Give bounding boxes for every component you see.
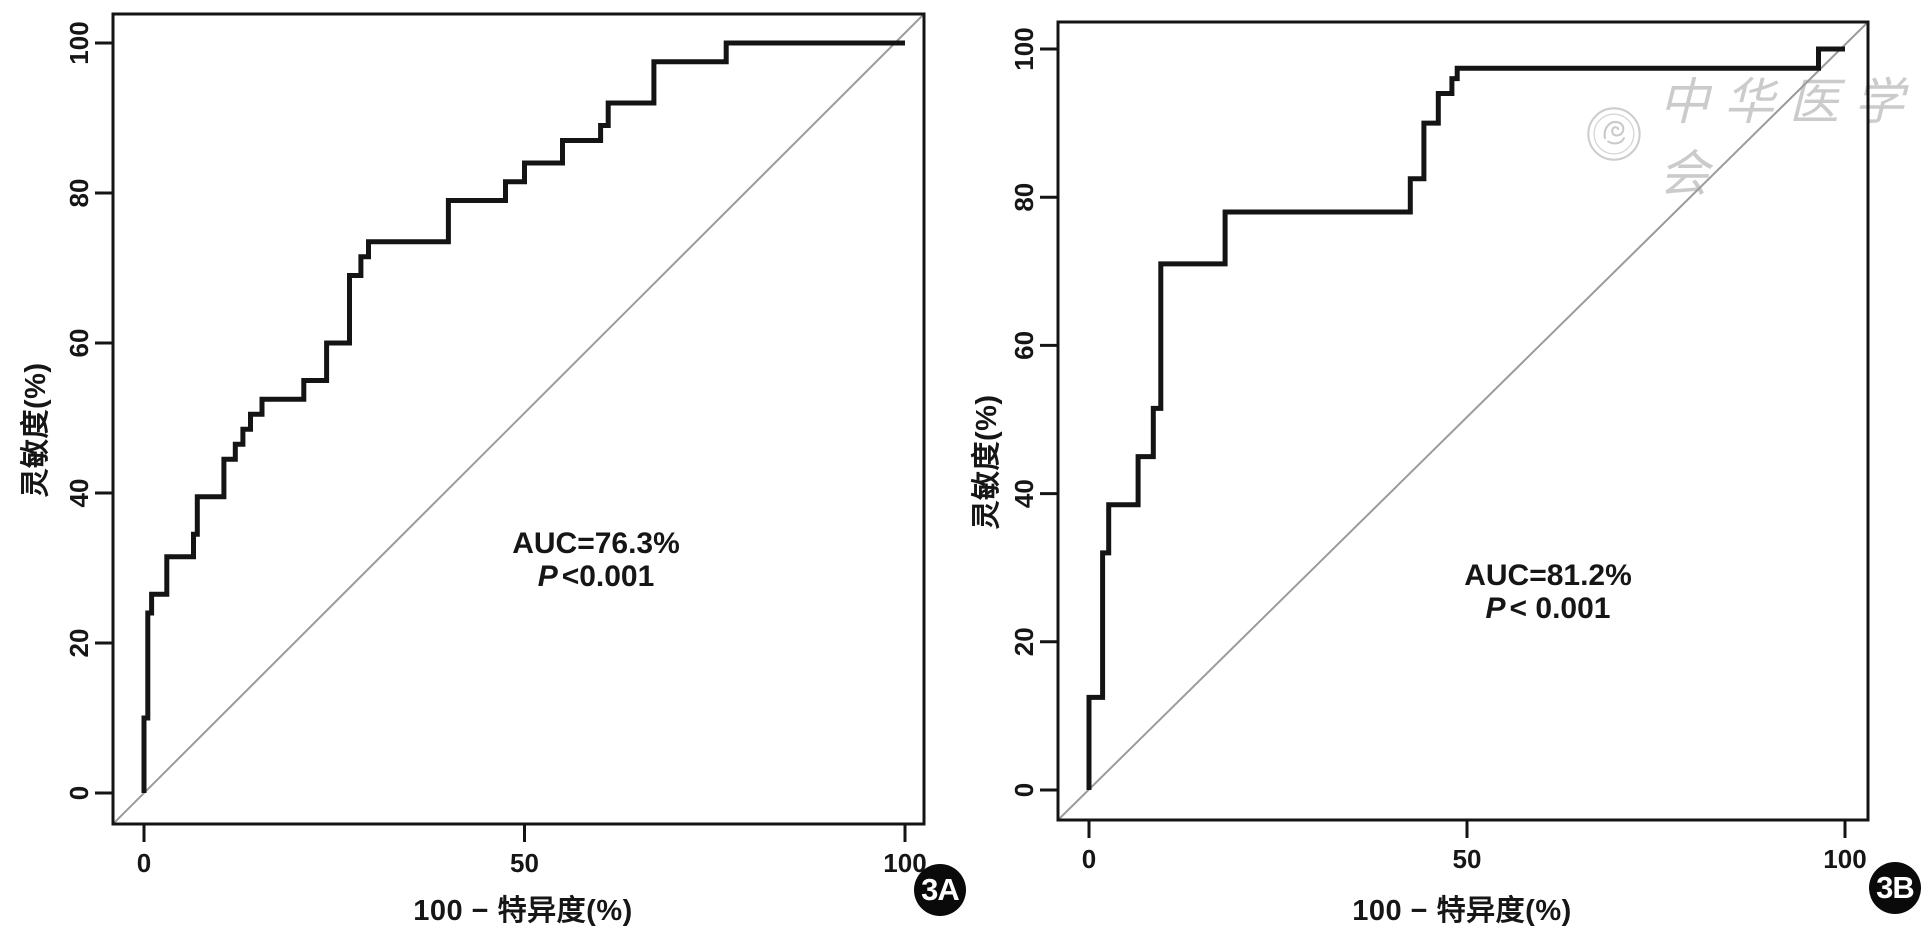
y-tick-label: 20 [64,629,94,658]
x-tick-label: 50 [510,848,539,878]
x-tick-label: 50 [1453,844,1482,874]
panel-a-ylabel: 灵敏度(%) [20,362,52,498]
panel-b-auc-annotation: AUC=81.2% P < 0.001 [1464,559,1632,625]
panel-b-tag-badge: 3B [1869,862,1921,914]
x-tick-label: 100 [1823,844,1866,874]
panel-3B-chance-line [1057,21,1869,821]
y-tick-label: 20 [1009,627,1039,656]
y-tick-label: 40 [64,479,94,508]
panel-a-auc-value: AUC=76.3% [512,527,680,560]
y-tick-label: 100 [1009,27,1039,70]
panel-a-tag-badge: 3A [914,864,966,916]
panel-a-auc-annotation: AUC=76.3% P <0.001 [512,527,680,593]
panel-b-xlabel: 100 − 特异度(%) [1352,895,1572,927]
cma-emblem-icon [1587,107,1641,161]
y-tick-label: 80 [1009,183,1039,212]
panel-b-p-value: P < 0.001 [1485,592,1611,625]
watermark-text: 中华医学会 [1658,74,1919,202]
y-tick-label: 80 [64,179,94,208]
watermark: 中华医学会 [1585,62,1928,206]
panel-3B-roc-curve [1086,46,1845,790]
panel-3B-frame [1056,20,1870,822]
panel-3A-roc-curve [141,40,905,793]
x-tick-label: 0 [1082,844,1096,874]
x-tick-label: 0 [137,848,151,878]
panel-a-p-value: P <0.001 [537,560,655,593]
panel-b-ylabel: 灵敏度(%) [971,394,1003,530]
panel-a-xlabel: 100 − 特异度(%) [413,895,633,927]
y-tick-label: 0 [64,786,94,800]
panel-b-auc-value: AUC=81.2% [1464,559,1632,592]
y-tick-label: 100 [64,21,94,64]
y-tick-label: 0 [1009,783,1039,797]
panel-3A-frame [111,12,926,826]
y-tick-label: 60 [64,329,94,358]
panel-3A-chance-line [112,13,925,825]
y-tick-label: 40 [1009,479,1039,508]
y-tick-label: 60 [1009,331,1039,360]
